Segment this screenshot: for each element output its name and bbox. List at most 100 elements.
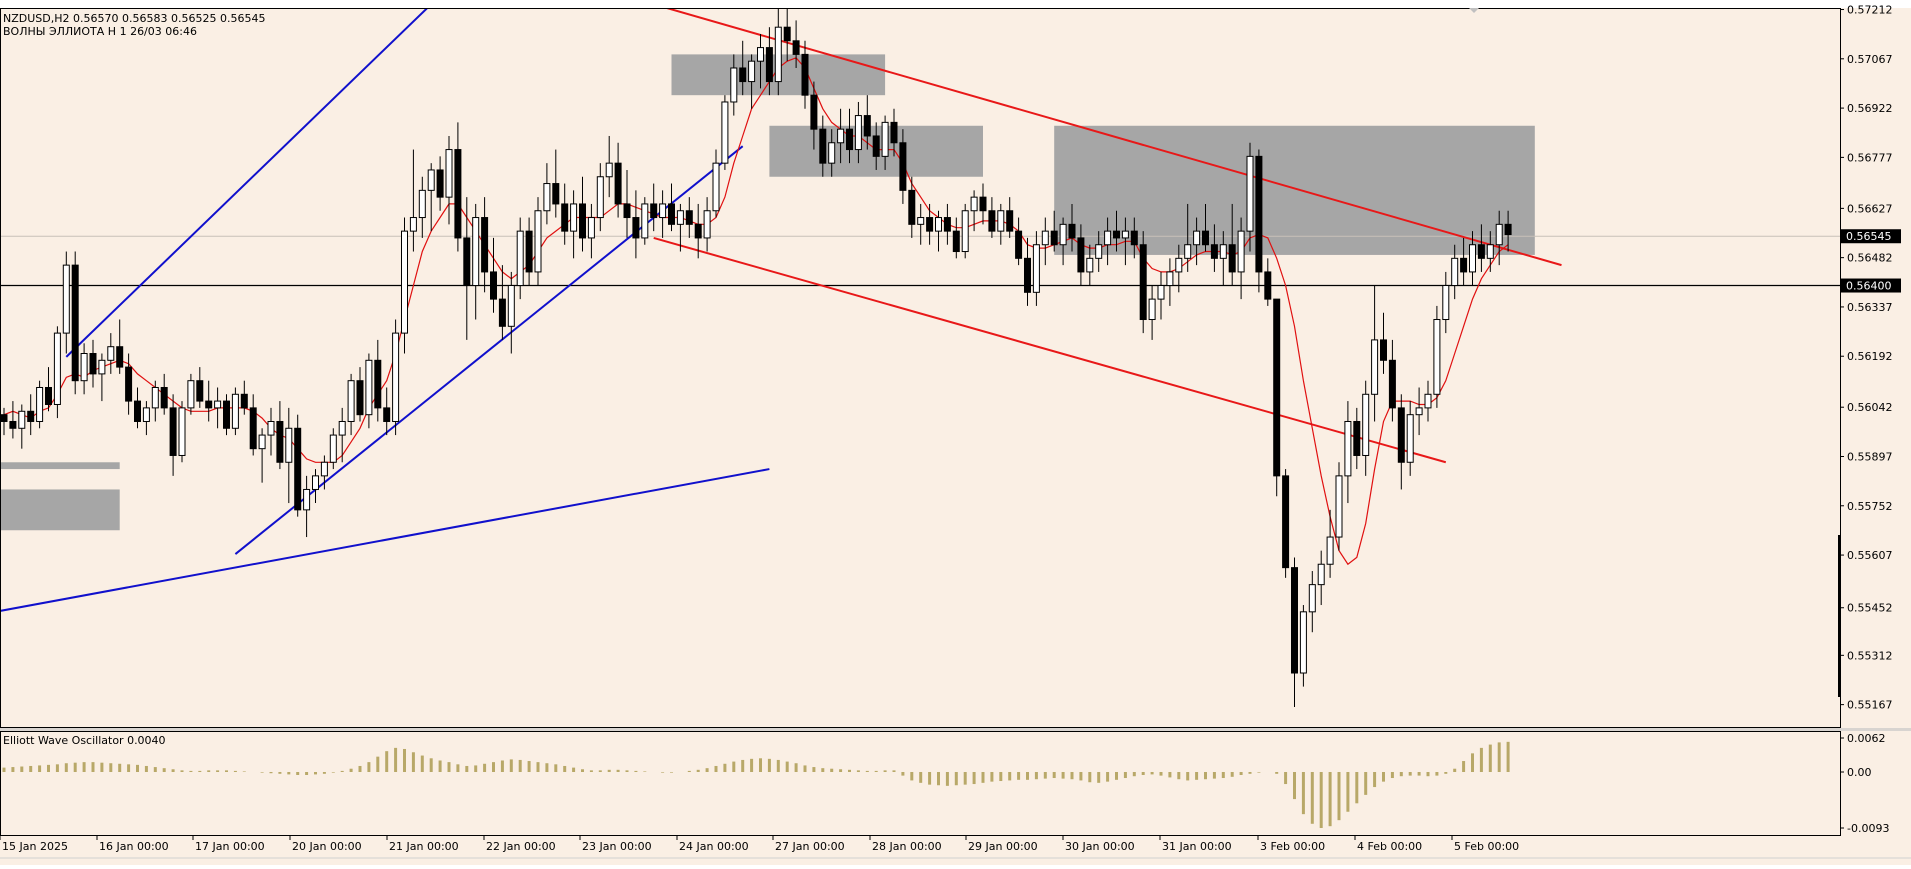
candle: [27, 394, 35, 436]
price-tick-label: 0.56337: [1847, 301, 1893, 314]
candle-body-bear: [205, 400, 213, 409]
candle: [303, 475, 311, 538]
candle-body-bear: [694, 223, 702, 239]
candle-body-bull: [1344, 420, 1352, 477]
candle-body-bear: [1202, 230, 1209, 246]
candle-body-bull: [1219, 244, 1227, 259]
candle: [1246, 142, 1254, 252]
candle-body-bear: [1504, 223, 1512, 236]
candle: [125, 353, 133, 415]
candle-body-bull: [828, 142, 836, 164]
candle: [570, 190, 578, 259]
price-tick-label: 0.56482: [1847, 252, 1893, 265]
candle: [151, 380, 159, 422]
candle-body-bear: [525, 230, 533, 273]
candle-body-bear: [579, 203, 586, 239]
candle: [169, 394, 177, 476]
candle-body-bear: [872, 135, 880, 157]
oscillator-tick-label: -0.0093: [1847, 822, 1889, 835]
candle-body-bull: [721, 101, 729, 164]
candle: [552, 149, 560, 218]
oscillator-panel-frame: [0, 731, 1841, 836]
candle: [374, 339, 382, 422]
candle-body-bear: [739, 67, 747, 83]
candle: [881, 115, 889, 170]
date-tick-label: 20 Jan 00:00: [292, 840, 362, 853]
candle: [294, 414, 302, 517]
candle-body-bull: [1415, 407, 1423, 416]
candle: [525, 217, 533, 286]
candle-body-bear: [1388, 359, 1396, 409]
candle: [249, 394, 257, 456]
candle-body-bear: [899, 142, 907, 191]
candle-body-bull: [605, 162, 613, 178]
date-tick-label: 3 Feb 00:00: [1260, 840, 1325, 853]
candle-body-bull: [676, 210, 684, 225]
candle-body-bull: [418, 189, 426, 219]
candle-body-bull: [285, 427, 293, 463]
candle-body-bull: [1104, 230, 1112, 246]
candle-body-bear: [1282, 475, 1290, 569]
candle-body-bull: [1371, 339, 1379, 395]
price-tick-label: 0.57212: [1847, 4, 1893, 17]
candle: [543, 163, 551, 225]
candle-body-bull: [1424, 393, 1432, 409]
oscillator-tick-label: 0.0062: [1847, 732, 1886, 745]
candle: [854, 101, 862, 164]
candle-body-bear: [0, 414, 8, 422]
candle-body-bull: [1362, 393, 1370, 456]
candle-body-bull: [596, 176, 604, 219]
candle-body-bear: [1210, 244, 1218, 259]
candle: [712, 149, 720, 218]
candle-body-bear: [490, 271, 497, 300]
candle-body-bear: [160, 386, 168, 409]
candle: [1380, 312, 1387, 374]
candle-body-bull: [1406, 414, 1414, 463]
candle-body-bull: [543, 183, 551, 212]
date-tick-label: 17 Jan 00:00: [195, 840, 265, 853]
candle-body-bull: [659, 203, 667, 219]
candle-body-bear: [294, 427, 302, 511]
trend-line-blue-lower-rising: [234, 145, 744, 555]
candle-body-bear: [1380, 339, 1387, 361]
candle-body-bear: [1460, 257, 1468, 273]
candle-body-bear: [819, 128, 827, 164]
candle: [1121, 217, 1129, 266]
candle-body-bear: [623, 203, 631, 219]
price-tick-label: 0.56922: [1847, 102, 1893, 115]
candle: [231, 387, 239, 436]
candle: [62, 251, 70, 354]
candle-body-bull: [18, 410, 26, 429]
candle-body-bear: [196, 380, 204, 402]
candle: [659, 190, 667, 238]
candle: [276, 401, 284, 470]
candle-body-bull: [1157, 285, 1165, 300]
price-panel: [0, 8, 1840, 707]
candle: [748, 54, 756, 109]
candle: [1184, 203, 1192, 272]
candle-body-bull: [774, 26, 782, 83]
price-tick-label: 0.57067: [1847, 53, 1893, 66]
candle-body-bear: [169, 407, 177, 456]
date-tick-label: 24 Jan 00:00: [679, 840, 749, 853]
candle: [223, 394, 230, 436]
candle-body-bear: [383, 407, 391, 422]
candle-body-bull: [917, 217, 925, 225]
candle: [961, 203, 969, 259]
date-tick-label: 16 Jan 00:00: [99, 840, 169, 853]
candle: [490, 237, 497, 313]
oscillator-panel: [2, 741, 1510, 828]
candle-body-bear: [223, 400, 230, 429]
candle-body-bull: [587, 217, 595, 239]
candle-body-bear: [792, 40, 800, 55]
candle: [312, 469, 319, 504]
candle-body-bull: [1166, 271, 1174, 287]
candle: [80, 343, 88, 395]
candle-body-bull: [338, 420, 346, 436]
candle-body-bull: [881, 121, 889, 157]
trend-line-blue-base: [0, 468, 770, 612]
candle-body-bear: [1477, 244, 1485, 259]
candle-body-bull: [303, 488, 311, 511]
